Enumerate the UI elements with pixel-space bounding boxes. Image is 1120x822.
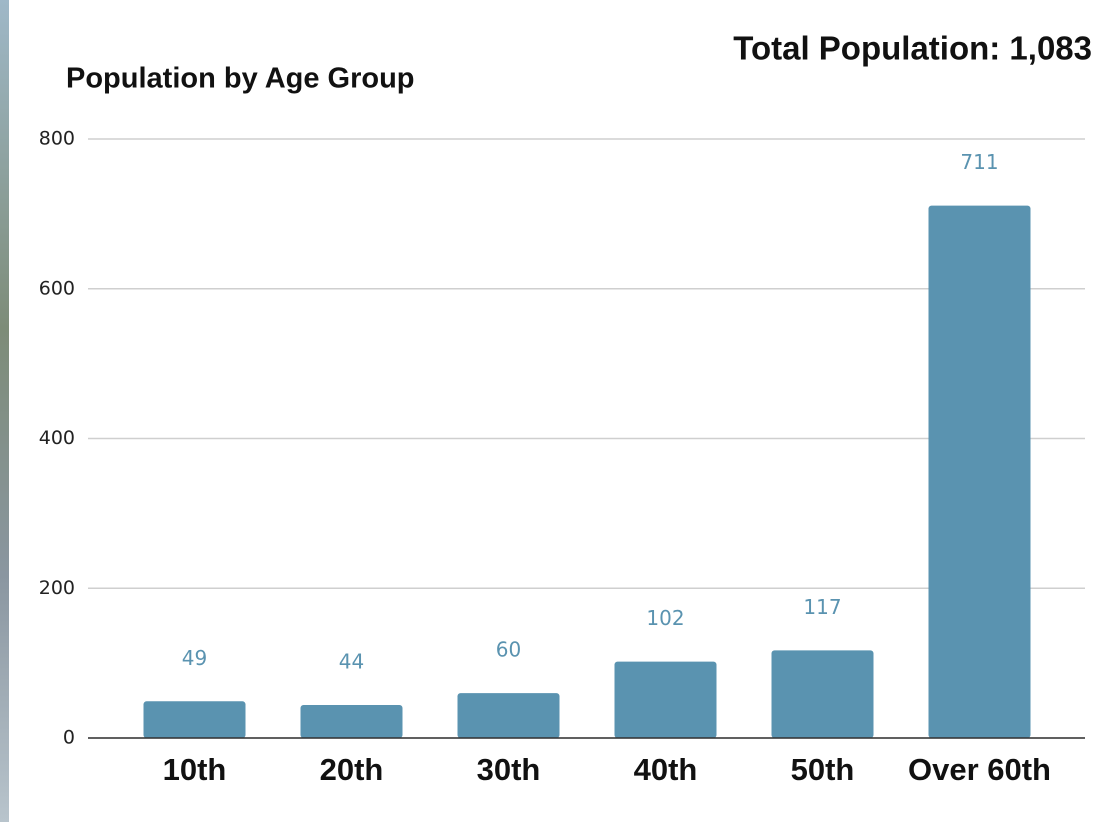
value-label: 117: [803, 595, 841, 619]
chart: Population by Age Group Total Population…: [0, 0, 1120, 822]
x-tick-label: 50th: [791, 752, 855, 787]
value-label: 102: [646, 606, 684, 630]
value-label: 60: [496, 638, 521, 662]
y-tick-label: 600: [39, 277, 75, 299]
y-tick-label: 200: [39, 577, 75, 599]
x-tick-label: 20th: [320, 752, 384, 787]
value-label: 49: [182, 646, 207, 670]
y-tick-label: 0: [63, 727, 75, 749]
bar: [772, 650, 874, 738]
y-tick-label: 400: [39, 427, 75, 449]
photo-edge: [0, 0, 9, 822]
value-label: 44: [339, 650, 364, 674]
x-tick-label: 10th: [163, 752, 227, 787]
chart-title: Population by Age Group: [66, 63, 415, 95]
bar: [144, 701, 246, 738]
y-tick-label: 800: [39, 128, 75, 150]
bar: [301, 705, 403, 738]
bar: [615, 662, 717, 738]
value-label: 711: [960, 150, 998, 174]
total-annotation: Total Population: 1,083: [733, 30, 1092, 67]
x-tick-label: 40th: [634, 752, 698, 787]
x-tick-label: 30th: [477, 752, 541, 787]
bar: [458, 693, 560, 738]
bar: [929, 206, 1031, 738]
x-tick-label: Over 60th: [908, 752, 1051, 787]
